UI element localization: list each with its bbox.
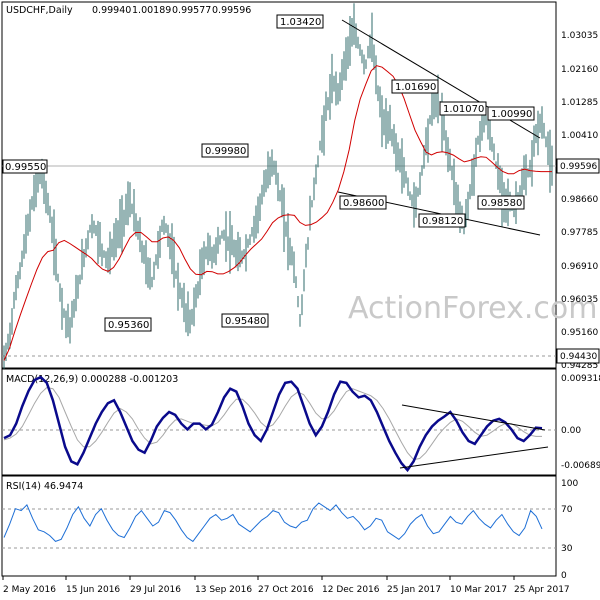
annotation-1.03420: 1.03420 [276,14,324,29]
x-tick-label: 15 Jun 2016 [66,585,120,595]
svg-text:0.99550: 0.99550 [5,162,46,173]
price-tick-label: 0.97785 [561,228,598,238]
macd-lower-trendline [399,446,549,469]
macd-tick-label: 0.00 [561,426,581,436]
macd-main-line [3,375,543,473]
x-tick-label: 29 Jul 2016 [130,585,181,595]
annotation-0.99550: 0.99550 [2,159,48,174]
rsi-tick-label: 70 [561,505,573,515]
annotation-1.01070: 1.01070 [439,101,487,116]
annotation-0.94430: 0.94430 [556,348,600,364]
price-tick-label: 0.95160 [561,328,598,338]
x-tick-label: 12 Dec 2016 [322,585,380,595]
x-tick-label: 10 Mar 2017 [450,585,507,595]
svg-text:0.99980: 0.99980 [205,146,246,157]
rsi-title: RSI(14) 46.9474 [6,481,83,492]
chart-header-high: 1.00189 [132,5,171,16]
macd-signal-line [3,386,542,461]
annotation-0.98580: 0.98580 [477,195,525,210]
x-tick-label: 25 Jan 2017 [387,585,441,595]
annotation-1.00990: 1.00990 [487,106,535,121]
svg-text:1.01070: 1.01070 [443,104,484,115]
annotation-0.99980: 0.99980 [201,143,249,158]
price-tick-label: 0.94285 [561,361,598,371]
watermark: ActionForex.com [348,291,597,326]
svg-text:0.98580: 0.98580 [481,198,522,209]
price-tick-label: 0.96910 [561,262,598,272]
svg-text:1.00990: 1.00990 [491,109,532,120]
svg-text:0.95480: 0.95480 [225,316,266,327]
svg-text:0.98600: 0.98600 [343,198,384,209]
chart-header-symbol: USDCHF,Daily [6,5,73,16]
x-tick-label: 25 Apr 2017 [514,585,570,595]
current-price-label: 0.99596 [560,162,597,172]
macd-tick-label: 0.009318 [561,374,600,384]
moving-average-line [3,65,552,361]
rsi-tick-label: 30 [561,544,573,554]
current-price-box [556,158,600,174]
rsi-tick-label: 100 [561,479,578,489]
chart-header-low: 0.99577 [172,5,211,16]
rsi-tick-label: 0 [561,571,567,581]
rsi-line [3,502,543,543]
price-tick-label: 1.00410 [561,131,598,141]
svg-text:1.01690: 1.01690 [395,82,436,93]
price-tick-label: 1.01285 [561,98,598,108]
rsi-panel [1,475,557,577]
svg-text:0.95360: 0.95360 [108,320,149,331]
svg-text:0.98120: 0.98120 [422,216,463,227]
chart-header-close: 0.99596 [212,5,251,16]
x-tick-label: 27 Oct 2016 [258,585,314,595]
svg-text:1.03420: 1.03420 [280,17,321,28]
x-tick-label: 2 May 2016 [3,585,56,595]
price-bars [3,3,553,369]
x-tick-label: 13 Sep 2016 [195,585,252,595]
annotation-0.95360: 0.95360 [104,317,152,332]
annotation-1.01690: 1.01690 [391,79,439,94]
annotation-0.98600: 0.98600 [339,195,387,210]
chart-header-open: 0.99940 [92,5,131,16]
macd-tick-label: -0.006894 [561,461,600,471]
annotation-0.95480: 0.95480 [221,313,269,328]
x-axis: 2 May 2016 15 Jun 2016 29 Jul 2016 13 Sep 2… [2,576,570,595]
macd-upper-trendline [401,404,546,431]
price-tick-label: 1.02160 [561,65,598,75]
price-panel [1,1,557,369]
svg-text:0.94430: 0.94430 [560,352,597,362]
annotation-0.98120: 0.98120 [418,213,466,228]
price-tick-label: 0.96035 [561,295,598,305]
price-tick-label: 0.98660 [561,195,598,205]
price-tick-label: 1.03035 [561,31,598,41]
macd-title: MACD(12,26,9) 0.000288 -0.001203 [6,374,178,385]
